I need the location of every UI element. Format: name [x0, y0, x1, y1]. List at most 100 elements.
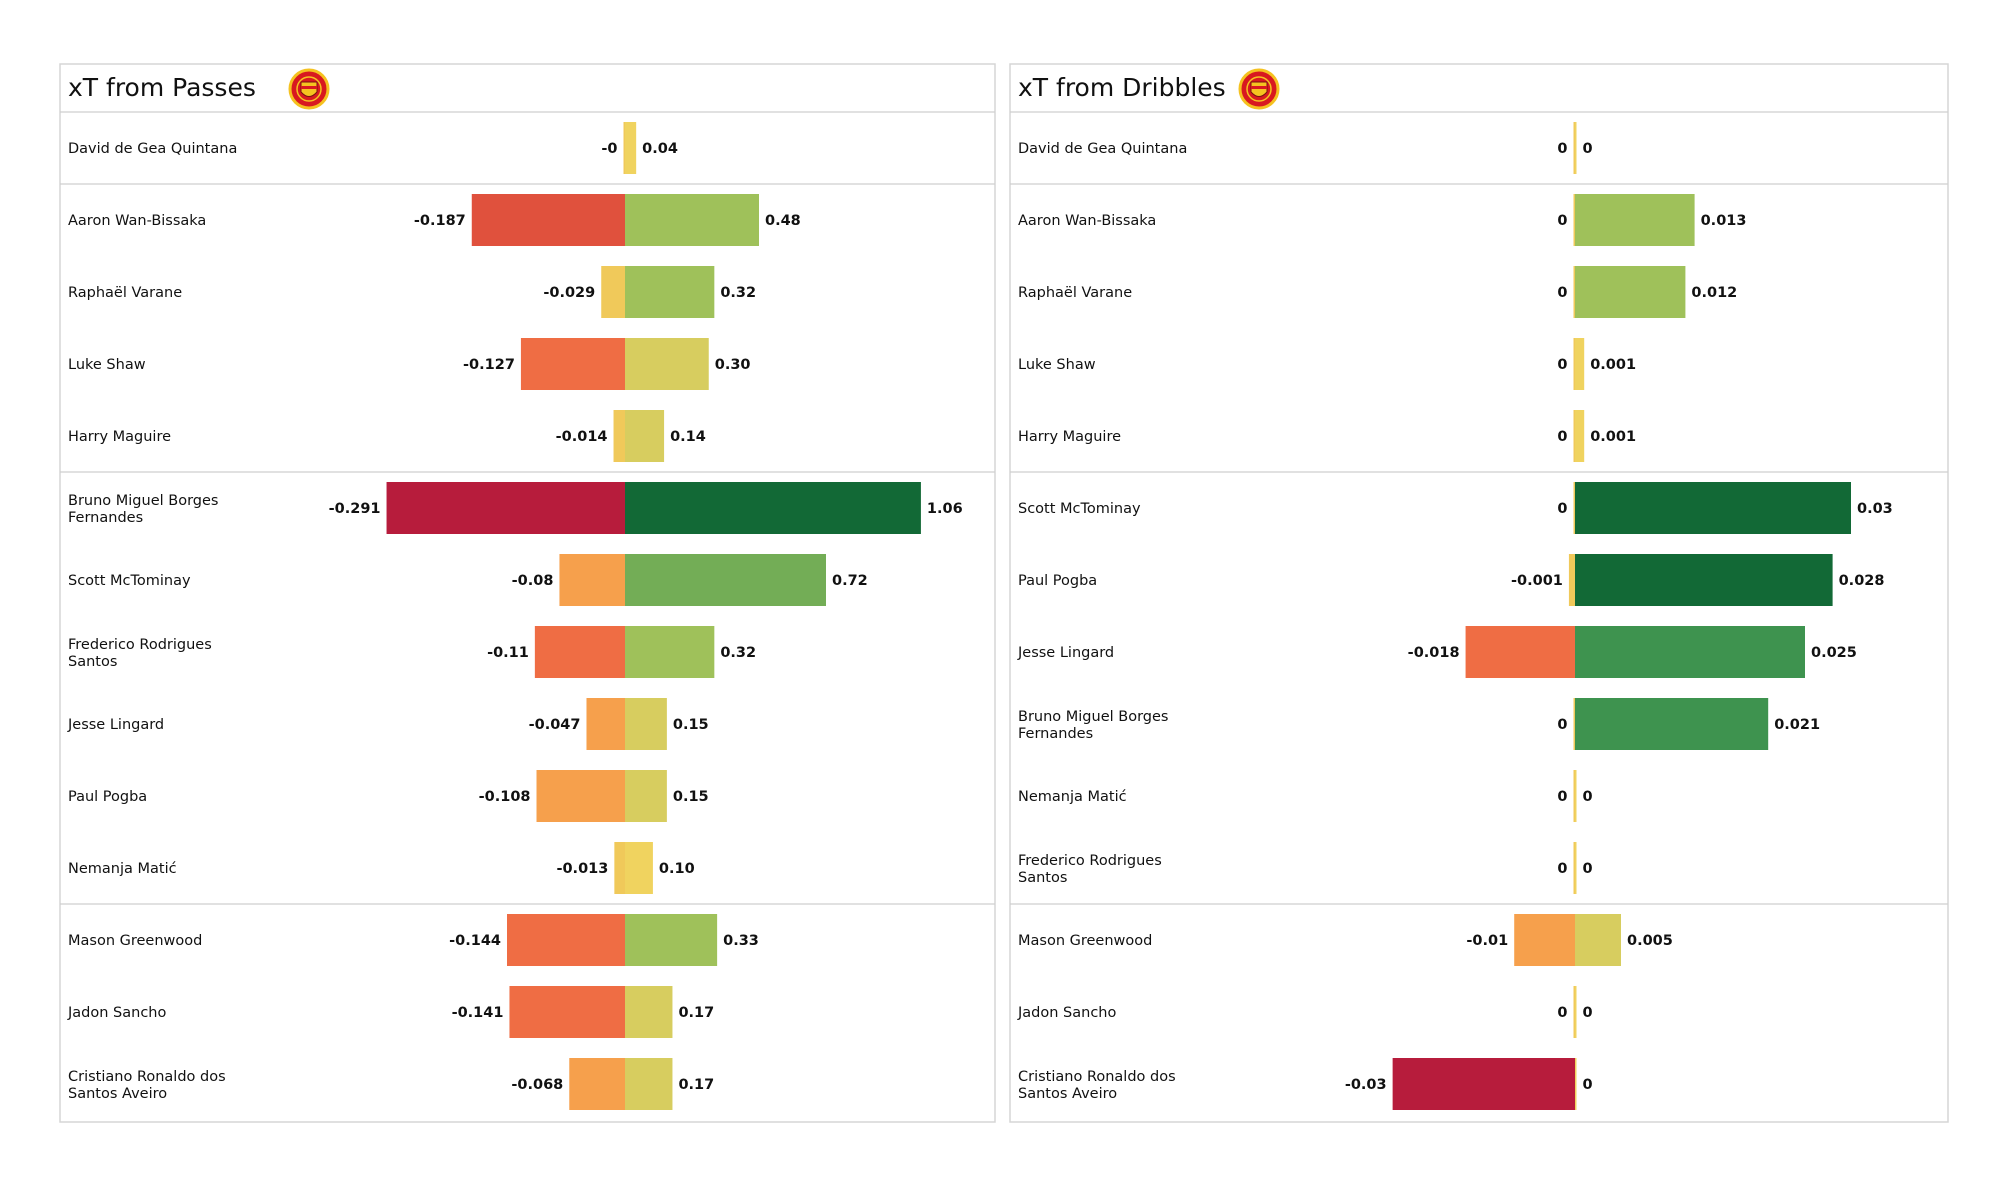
- player-row: Frederico Rodrigues Santos -0.11 0.32: [68, 626, 756, 678]
- player-name-line: David de Gea Quintana: [68, 141, 237, 157]
- player-row: Aaron Wan-Bissaka -0.187 0.48: [68, 194, 801, 246]
- player-name: Paul Pogba: [1018, 573, 1097, 589]
- player-name: Luke Shaw: [1018, 357, 1096, 373]
- player-name: Harry Maguire: [1018, 429, 1121, 445]
- player-name-line: Harry Maguire: [1018, 429, 1121, 445]
- player-row: Mason Greenwood -0.01 0.005: [1018, 914, 1673, 966]
- positive-value-label: 0.32: [720, 645, 756, 661]
- player-name: Mason Greenwood: [1018, 933, 1152, 949]
- positive-xt-bar: [1575, 554, 1833, 606]
- player-row: Cristiano Ronaldo dos Santos Aveiro -0.068…: [68, 1058, 714, 1110]
- negative-xt-bar: [536, 770, 625, 822]
- negative-xt-bar: [509, 986, 625, 1038]
- positive-xt-bar: [1575, 770, 1577, 822]
- positive-value-label: 0.001: [1590, 429, 1636, 445]
- negative-value-label: 0: [1557, 501, 1567, 517]
- positive-value-label: 0.021: [1774, 717, 1820, 733]
- positive-xt-bar: [1575, 986, 1577, 1038]
- negative-value-label: -0.11: [487, 645, 529, 661]
- negative-xt-bar: [614, 842, 625, 894]
- player-name-line: Santos: [68, 654, 117, 670]
- player-row: Nemanja Matić -0.013 0.10: [68, 842, 695, 894]
- player-name: Nemanja Matić: [1018, 789, 1127, 805]
- negative-xt-bar: [534, 626, 625, 678]
- negative-value-label: -0.018: [1408, 645, 1460, 661]
- positive-xt-bar: [625, 194, 759, 246]
- negative-value-label: 0: [1557, 357, 1567, 373]
- player-name-line: Aaron Wan-Bissaka: [68, 213, 206, 229]
- positive-xt-bar: [625, 554, 826, 606]
- negative-value-label: -0.013: [556, 861, 608, 877]
- player-row: Bruno Miguel Borges Fernandes 0 0.021: [1018, 698, 1820, 750]
- player-name-line: Nemanja Matić: [1018, 789, 1127, 805]
- player-row: Raphaël Varane 0 0.012: [1018, 266, 1737, 318]
- positive-value-label: 0.15: [673, 717, 709, 733]
- player-name: Frederico Rodrigues Santos: [68, 637, 212, 670]
- positive-xt-bar: [1575, 626, 1805, 678]
- negative-value-label: 0: [1557, 861, 1567, 877]
- player-name-line: Cristiano Ronaldo dos: [68, 1069, 226, 1085]
- negative-value-label: -0.08: [512, 573, 554, 589]
- player-row: Bruno Miguel Borges Fernandes -0.291 1.06: [68, 482, 963, 534]
- positive-xt-bar: [1575, 338, 1585, 390]
- player-name-line: Scott McTominay: [1018, 501, 1141, 517]
- negative-xt-bar: [520, 338, 625, 390]
- player-name-line: Jadon Sancho: [67, 1005, 166, 1021]
- negative-xt-bar: [1573, 698, 1575, 750]
- positive-xt-bar: [625, 122, 637, 174]
- positive-value-label: 0.33: [723, 933, 759, 949]
- player-name-line: Jesse Lingard: [1017, 645, 1114, 661]
- negative-xt-bar: [471, 194, 625, 246]
- negative-value-label: -0.144: [449, 933, 501, 949]
- player-name: Raphaël Varane: [1018, 285, 1132, 301]
- player-name: Bruno Miguel Borges Fernandes: [68, 493, 218, 526]
- negative-value-label: -0.141: [452, 1005, 504, 1021]
- positive-xt-bar: [625, 1058, 673, 1110]
- club-crest-icon: [1238, 68, 1280, 110]
- positive-xt-bar: [1575, 698, 1769, 750]
- positive-xt-bar: [625, 986, 673, 1038]
- player-name-line: Fernandes: [1018, 726, 1093, 742]
- player-row: Luke Shaw 0 0.001: [1018, 338, 1636, 390]
- positive-value-label: 0.72: [832, 573, 868, 589]
- positive-xt-bar: [1575, 122, 1577, 174]
- negative-xt-bar: [1573, 842, 1575, 894]
- player-name-line: Cristiano Ronaldo dos: [1018, 1069, 1176, 1085]
- player-row: Harry Maguire -0.014 0.14: [68, 410, 706, 462]
- positive-xt-bar: [1575, 842, 1577, 894]
- player-row: David de Gea Quintana 0 0: [1018, 122, 1593, 174]
- negative-value-label: 0: [1557, 429, 1567, 445]
- player-row: Scott McTominay 0 0.03: [1018, 482, 1893, 534]
- negative-xt-bar: [1514, 914, 1575, 966]
- player-name: Aaron Wan-Bissaka: [1018, 213, 1156, 229]
- positive-xt-bar: [625, 842, 653, 894]
- player-name-line: Bruno Miguel Borges: [1018, 709, 1168, 725]
- positive-xt-bar: [625, 410, 665, 462]
- panel-border: [59, 63, 996, 1123]
- negative-xt-bar: [1573, 194, 1575, 246]
- player-row: Jadon Sancho -0.141 0.17: [67, 986, 714, 1038]
- player-name-line: Fernandes: [68, 510, 143, 526]
- positive-xt-bar: [1575, 410, 1585, 462]
- player-row: David de Gea Quintana -0 0.04: [68, 122, 678, 174]
- player-row: Jadon Sancho 0 0: [1017, 986, 1593, 1038]
- player-name-line: Harry Maguire: [68, 429, 171, 445]
- positive-value-label: 0.028: [1839, 573, 1885, 589]
- player-name: Raphaël Varane: [68, 285, 182, 301]
- positive-value-label: 0.001: [1590, 357, 1636, 373]
- negative-xt-bar: [623, 122, 625, 174]
- panel-border: [1009, 63, 1949, 1123]
- player-row: Paul Pogba -0.001 0.028: [1018, 554, 1884, 606]
- player-name: David de Gea Quintana: [1018, 141, 1187, 157]
- player-name-line: Frederico Rodrigues: [68, 637, 212, 653]
- player-name-line: Santos Aveiro: [68, 1086, 167, 1102]
- positive-xt-bar: [625, 770, 667, 822]
- positive-value-label: 0.14: [670, 429, 706, 445]
- positive-value-label: 0.32: [720, 285, 756, 301]
- player-name: Frederico Rodrigues Santos: [1018, 853, 1162, 886]
- positive-value-label: 0: [1583, 789, 1593, 805]
- negative-xt-bar: [569, 1058, 625, 1110]
- player-name-line: Santos: [1018, 870, 1067, 886]
- negative-value-label: -0.029: [543, 285, 595, 301]
